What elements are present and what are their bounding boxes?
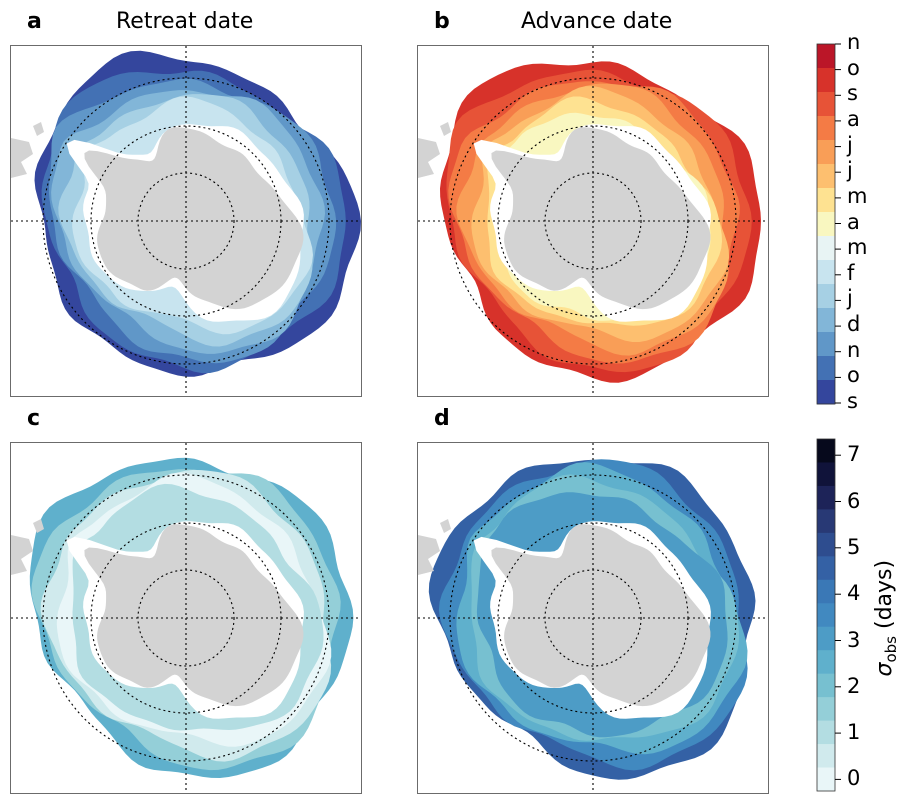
date-color-step (817, 380, 835, 405)
south-america-land (11, 138, 33, 178)
latitude-circle-3 (42, 474, 330, 762)
panel-c-map (10, 442, 362, 794)
sigma-tick-label: 4 (847, 581, 861, 606)
date-color-step (817, 308, 835, 333)
panel-d-letter: d (434, 406, 450, 431)
date-color-step (817, 188, 835, 213)
sigma-tick-label: 3 (847, 627, 861, 652)
panel-a-letter: a (27, 9, 42, 34)
date-tick-label: n (847, 337, 861, 362)
sigma-color-step (817, 509, 835, 534)
sigma-colorbar (816, 438, 841, 792)
date-tick-label: j (847, 158, 853, 183)
sigma-color-step (817, 744, 835, 768)
antarctica-land (84, 127, 304, 310)
sigma-color-step (817, 697, 835, 721)
falkland-islands (33, 122, 44, 136)
sigma-color-step (817, 720, 835, 745)
sigma-tick-label: 2 (847, 673, 861, 698)
panel-c-letter: c (27, 406, 41, 431)
date-tick-label: a (847, 209, 860, 234)
date-tick-label: d (847, 312, 861, 337)
panel-b-title: Advance date (521, 9, 673, 34)
panel-b-map (417, 45, 769, 397)
falkland-islands (440, 519, 451, 533)
date-color-step (817, 212, 835, 237)
antarctica-land (491, 127, 711, 310)
panel-d-map (417, 442, 769, 794)
south-america-land (418, 138, 440, 178)
date-color-step (817, 140, 835, 165)
sigma-colorbar-title: σobs (days) (872, 548, 897, 688)
sigma-tick-label: 7 (847, 442, 861, 467)
date-color-step (817, 164, 835, 189)
sigma-color-step (817, 485, 835, 510)
antarctica-land (491, 524, 711, 707)
latitude-circle-3 (449, 474, 737, 762)
date-color-step (817, 236, 835, 261)
date-color-step (817, 116, 835, 141)
date-tick-label: m (847, 183, 868, 208)
date-color-step (817, 92, 835, 117)
date-color-step (817, 284, 835, 309)
date-tick-label: o (847, 363, 860, 388)
sigma-color-step (817, 767, 835, 792)
falkland-islands (33, 519, 44, 533)
sigma-color-step (817, 556, 835, 581)
sigma-symbol: σ (871, 662, 897, 677)
date-color-step (817, 356, 835, 381)
sigma-subscript: obs (882, 636, 897, 663)
date-color-step (817, 68, 835, 93)
panel-a-map (10, 45, 362, 397)
antarctica-land (84, 524, 304, 707)
latitude-circle-3 (42, 77, 330, 365)
south-america-land (11, 535, 33, 575)
panel-b-letter: b (434, 9, 450, 34)
sigma-tick-label: 1 (847, 720, 861, 745)
date-color-step (817, 260, 835, 285)
sigma-color-step (817, 532, 835, 557)
date-tick-label: s (847, 389, 858, 413)
sigma-tick-label: 0 (847, 766, 861, 791)
date-tick-label: s (847, 81, 858, 106)
sigma-color-step (817, 579, 835, 604)
date-tick-label: a (847, 106, 860, 131)
sigma-tick-label: 5 (847, 534, 861, 559)
date-tick-label: n (847, 30, 861, 54)
falkland-islands (440, 122, 451, 136)
date-colorbar (816, 43, 841, 405)
date-tick-label: f (847, 260, 855, 285)
sigma-color-step (817, 650, 835, 675)
sigma-color-step (817, 439, 835, 463)
sigma-unit: (days) (871, 559, 897, 637)
sigma-tick-label: 6 (847, 488, 861, 513)
sigma-color-step (817, 462, 835, 487)
sigma-color-step (817, 673, 835, 698)
date-tick-label: j (847, 132, 853, 157)
latitude-circle-3 (449, 77, 737, 365)
sigma-colorbar-frame (816, 438, 836, 792)
panel-a-title: Retreat date (116, 9, 254, 34)
date-tick-label: j (847, 286, 853, 311)
south-america-land (418, 535, 440, 575)
date-color-step (817, 44, 835, 69)
sigma-color-step (817, 626, 835, 651)
date-color-step (817, 332, 835, 357)
date-tick-label: m (847, 235, 868, 260)
date-tick-label: o (847, 55, 860, 80)
sigma-color-step (817, 603, 835, 628)
